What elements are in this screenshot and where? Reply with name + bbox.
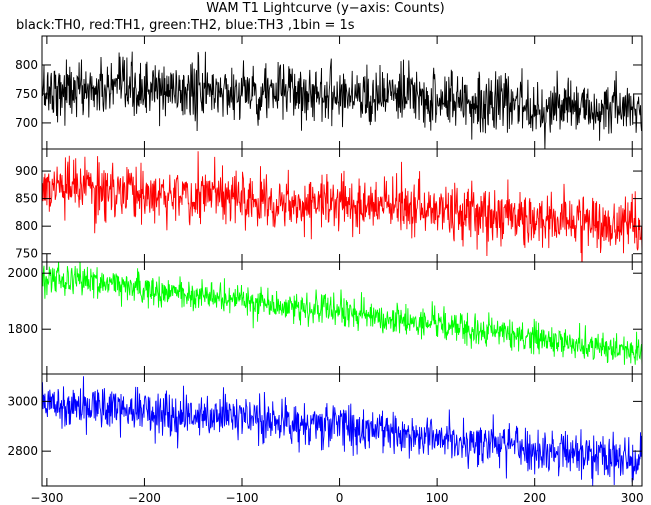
series-line-th2 [42, 262, 642, 368]
y-tick-label: 750 [15, 87, 38, 101]
x-axis: −300 −200 −100 0 100 200 300 [30, 36, 644, 505]
y-tick-label: 3000 [7, 394, 38, 408]
panel-th0: 700 750 800 [15, 35, 643, 150]
x-tick-label: −100 [226, 491, 259, 505]
x-tick-label: −200 [128, 491, 161, 505]
panel-th1: 750 800 850 900 [15, 148, 643, 263]
x-tick-label: 200 [523, 491, 546, 505]
series-line-th1 [42, 151, 642, 262]
chart-subtitle: black:TH0, red:TH1, green:TH2, blue:TH3 … [16, 18, 355, 33]
y-tick-label: 2800 [7, 444, 38, 458]
y-tick-label: 1800 [7, 322, 38, 336]
y-tick-label: 750 [15, 247, 38, 261]
y-tick-label: 850 [15, 192, 38, 206]
x-tick-label: 0 [336, 491, 344, 505]
panel-th3: 2800 3000 [7, 373, 643, 487]
y-tick-label: 2000 [7, 266, 38, 280]
y-tick-label: 800 [15, 219, 38, 233]
chart-title: WAM T1 Lightcurve (y−axis: Counts) [206, 1, 445, 16]
panel-th2: 1800 2000 [7, 261, 643, 375]
y-tick-label: 900 [15, 164, 38, 178]
series-line-th3 [42, 376, 642, 486]
series-line-th0 [42, 51, 642, 149]
y-tick-label: 800 [15, 58, 38, 72]
y-tick-label: 700 [15, 116, 38, 130]
x-tick-label: 100 [426, 491, 449, 505]
x-tick-label: −300 [30, 491, 63, 505]
x-tick-label: 300 [621, 491, 644, 505]
panel-frame [41, 373, 643, 487]
